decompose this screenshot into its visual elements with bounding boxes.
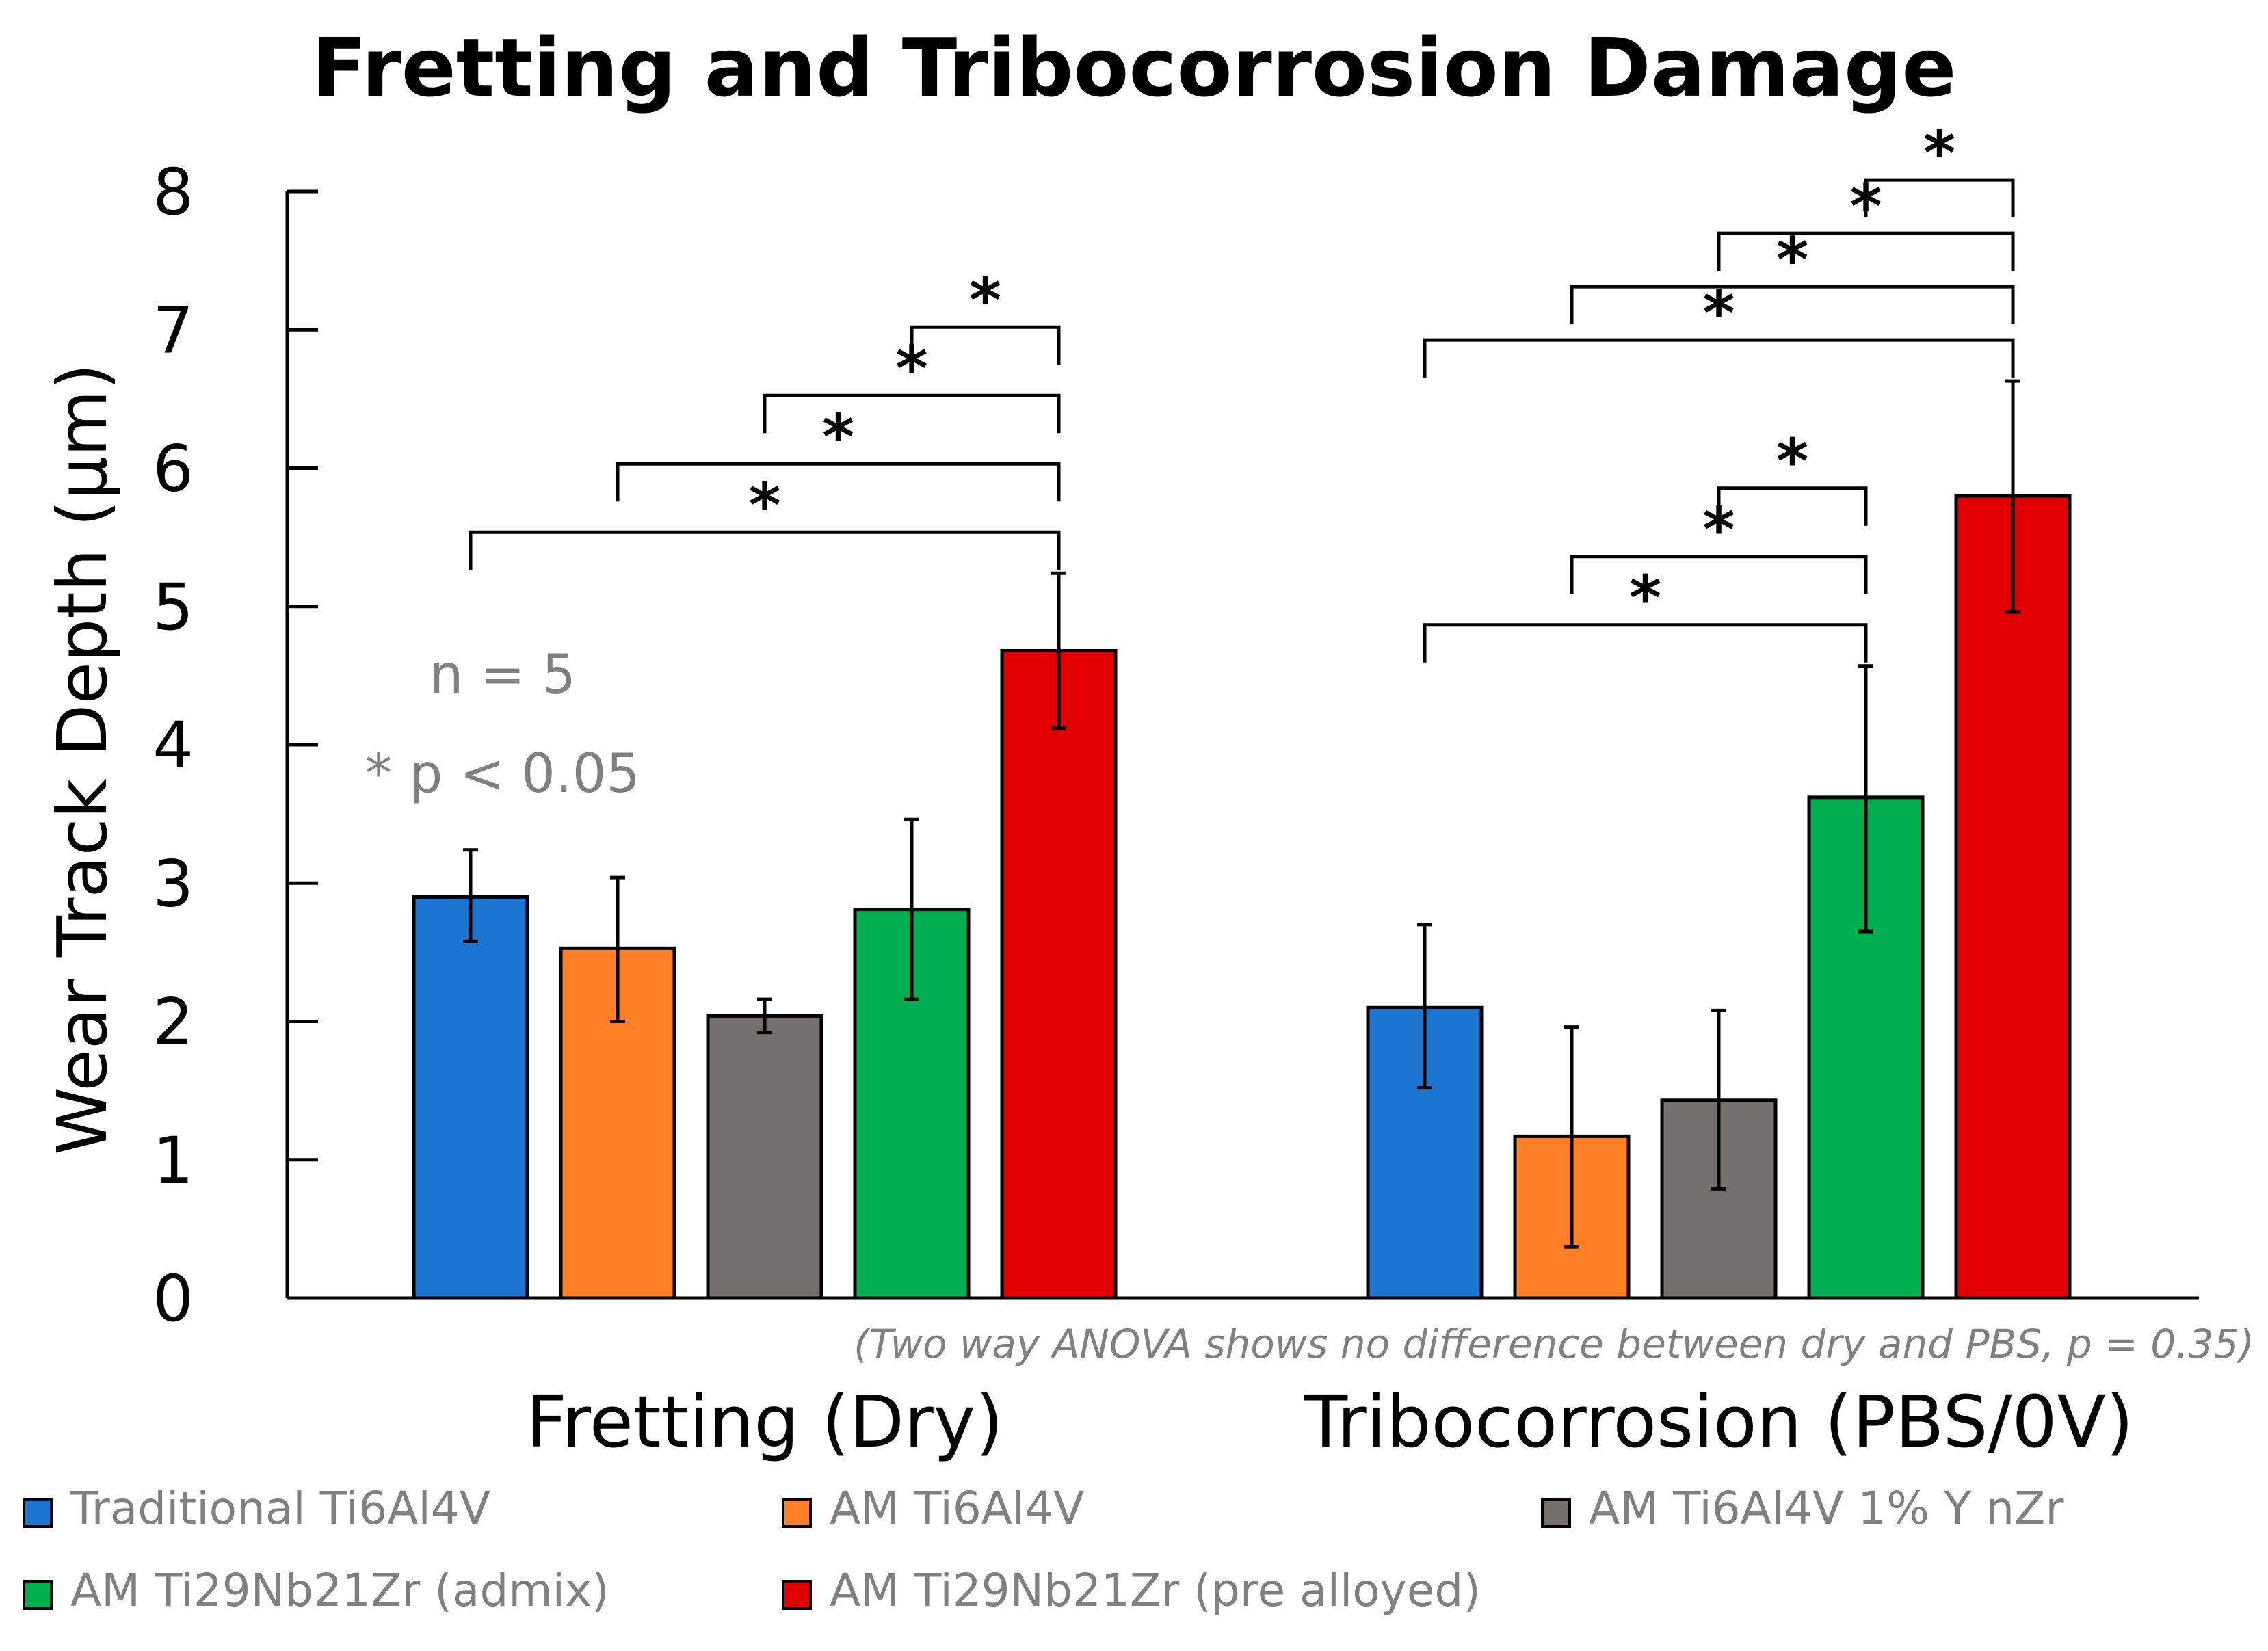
significance-star: * xyxy=(748,470,780,542)
legend-label: Traditional Ti6Al4V xyxy=(70,1482,490,1535)
y-tick-label: 0 xyxy=(153,1262,194,1336)
legend-label: AM Ti6Al4V 1% Y nZr xyxy=(1589,1482,2064,1535)
y-tick-label: 1 xyxy=(153,1124,194,1198)
significance-threshold-annotation: * p < 0.05 xyxy=(365,743,640,805)
category-label: Fretting (Dry) xyxy=(526,1380,1003,1464)
bar xyxy=(706,1014,823,1300)
y-tick-label: 2 xyxy=(153,986,194,1060)
significance-bracket xyxy=(1423,623,1868,663)
legend-label: AM Ti6Al4V xyxy=(830,1482,1084,1535)
significance-star: * xyxy=(1629,563,1661,635)
significance-bracket xyxy=(1423,338,2015,378)
anova-footnote: (Two way ANOVA shows no difference betwe… xyxy=(854,1321,2254,1367)
chart-title: Fretting and Tribocorrosion Damage xyxy=(312,21,1957,115)
significance-star: * xyxy=(969,265,1001,336)
legend-swatch xyxy=(782,1580,812,1610)
significance-star: * xyxy=(1923,118,1955,189)
significance-bracket xyxy=(616,462,1061,502)
y-tick-label: 7 xyxy=(153,293,194,368)
significance-bracket xyxy=(1570,285,2015,325)
significance-bracket xyxy=(910,325,1061,365)
significance-bracket xyxy=(1717,231,2015,272)
y-tick-label: 4 xyxy=(153,709,194,783)
legend-swatch xyxy=(1541,1498,1571,1528)
legend: Traditional Ti6Al4V AM Ti6Al4V AM Ti6Al4V … xyxy=(23,1482,2064,1617)
bars-layer xyxy=(412,494,2072,1300)
significance-bracket xyxy=(1717,486,1868,526)
legend-label: AM Ti29Nb21Zr (admix) xyxy=(70,1564,609,1617)
significance-star: * xyxy=(1702,278,1735,349)
significance-brackets-layer: **** ******* xyxy=(469,118,2015,663)
sample-size-annotation: n = 5 xyxy=(430,644,576,706)
significance-bracket xyxy=(1570,555,1868,594)
y-axis-label: Wear Track Depth (µm) xyxy=(42,363,122,1155)
legend-label: AM Ti29Nb21Zr (pre alloyed) xyxy=(830,1564,1481,1617)
significance-bracket xyxy=(469,530,1061,570)
legend-swatch xyxy=(782,1498,812,1528)
significance-star: * xyxy=(1776,426,1808,498)
legend-swatch xyxy=(23,1580,53,1610)
y-tick-label: 6 xyxy=(153,432,194,507)
significance-bracket xyxy=(1864,178,2015,218)
significance-star: * xyxy=(1776,224,1808,296)
y-axis-ticks: 0 1 2 3 4 5 6 7 8 xyxy=(153,155,318,1336)
significance-star: * xyxy=(822,401,854,473)
bar xyxy=(1000,648,1118,1300)
category-label: Tribocorrosion (PBS/0V) xyxy=(1304,1380,2134,1464)
y-tick-label: 3 xyxy=(153,847,194,921)
legend-swatch xyxy=(23,1498,53,1528)
bar xyxy=(412,895,529,1300)
category-labels: Fretting (Dry) Tribocorrosion (PBS/0V) xyxy=(526,1380,2133,1464)
y-tick-label: 8 xyxy=(153,155,194,230)
bar xyxy=(1954,494,2072,1300)
y-tick-label: 5 xyxy=(153,570,194,645)
error-bars-layer xyxy=(463,379,2020,1249)
significance-bracket xyxy=(763,393,1061,434)
